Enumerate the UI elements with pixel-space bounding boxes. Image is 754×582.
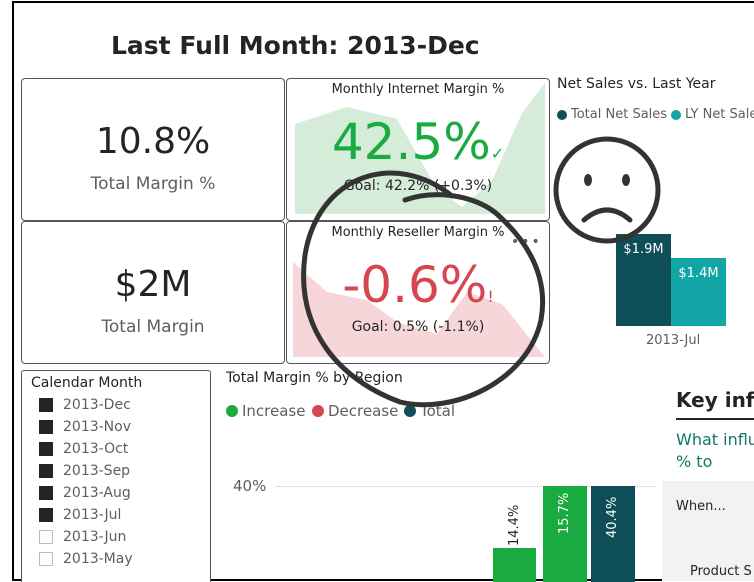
unchecked-checkbox-icon[interactable] <box>39 530 53 544</box>
slicer-item[interactable]: 2013-Oct <box>39 441 128 457</box>
legend-label: Decrease <box>328 402 399 420</box>
sad-face-icon <box>553 136 661 244</box>
influencer-category: Product S <box>690 564 752 579</box>
checked-checkbox-icon[interactable] <box>39 508 53 522</box>
legend-dot-icon <box>404 405 416 417</box>
legend-item[interactable]: Decrease <box>312 402 398 420</box>
influencer-panel <box>662 481 754 581</box>
slicer-item[interactable]: 2013-Nov <box>39 419 131 435</box>
legend-label: Total Net Sales <box>571 107 668 122</box>
legend-item[interactable]: Total <box>404 402 455 420</box>
kpi-reseller-margin[interactable]: Monthly Reseller Margin % ••• -0.6%! Goa… <box>286 221 550 364</box>
tab-underline <box>676 418 754 420</box>
card-total-margin-pct[interactable]: 10.8% Total Margin % <box>21 78 285 221</box>
bar-ly-net-sales[interactable]: $1.4M <box>671 258 726 326</box>
frame-border <box>12 1 754 3</box>
calendar-month-slicer: Calendar Month 2013-Dec 2013-Nov 2013-Oct 2… <box>21 370 211 582</box>
kpi-title: Monthly Internet Margin % <box>331 82 505 97</box>
slicer-item-label: 2013-Oct <box>63 441 129 457</box>
waterfall-bar[interactable] <box>543 486 587 582</box>
legend-label: Increase <box>242 402 306 420</box>
checked-checkbox-icon[interactable] <box>39 464 53 478</box>
slicer-item-label: 2013-Dec <box>63 397 131 413</box>
checked-checkbox-icon[interactable] <box>39 398 53 412</box>
legend-item[interactable]: Total Net Sales <box>557 107 667 122</box>
legend-dot-icon <box>557 109 567 120</box>
slicer-item-label: 2013-May <box>63 551 133 567</box>
waterfall-chart-title: Total Margin % by Region <box>226 370 403 386</box>
unchecked-checkbox-icon[interactable] <box>39 552 53 566</box>
page-title: Last Full Month: 2013-Dec <box>111 31 480 60</box>
y-tick-label: 40% <box>233 477 267 495</box>
slicer-item[interactable]: 2013-Aug <box>39 485 131 501</box>
legend-dot-icon <box>312 405 324 417</box>
kpi-goal: Goal: 0.5% (-1.1%) <box>351 319 485 335</box>
kpi-internet-margin[interactable]: Monthly Internet Margin % 42.5%✓ Goal: 4… <box>286 78 550 221</box>
key-influencers-title: Key influ <box>676 388 754 412</box>
slicer-title: Calendar Month <box>31 375 143 391</box>
slicer-item[interactable]: 2013-Jun <box>39 529 126 545</box>
checked-checkbox-icon[interactable] <box>39 420 53 434</box>
card-label: Total Margin <box>101 317 205 337</box>
legend-dot-icon <box>671 109 681 120</box>
legend-label: Total <box>420 402 456 420</box>
slicer-item-label: 2013-Jun <box>63 529 127 545</box>
card-total-margin[interactable]: $2M Total Margin <box>21 221 285 364</box>
kpi-goal: Goal: 42.2% (+0.3%) <box>343 178 493 194</box>
legend-item[interactable]: LY Net Sales <box>671 107 754 122</box>
key-influencers-question[interactable]: What influ <box>676 430 754 449</box>
net-sales-chart-title: Net Sales vs. Last Year <box>557 76 716 92</box>
more-options-icon[interactable]: ••• <box>511 234 542 250</box>
kpi-value: 42.5%✓ <box>287 113 549 171</box>
checked-checkbox-icon[interactable] <box>39 442 53 456</box>
frame-border <box>12 579 754 581</box>
checkmark-icon: ✓ <box>490 144 505 163</box>
slicer-item-label: 2013-Aug <box>63 485 131 501</box>
kpi-value-text: 42.5% <box>331 113 491 171</box>
data-label: 14.4% <box>507 504 522 546</box>
kpi-value-text: -0.6% <box>342 256 488 314</box>
card-value: 10.8% <box>95 121 211 162</box>
waterfall-bar[interactable] <box>493 548 536 582</box>
kpi-value: -0.6%! <box>287 256 549 314</box>
kpi-title: Monthly Reseller Margin % <box>331 225 505 240</box>
slicer-item-label: 2013-Jul <box>63 507 122 523</box>
slicer-item[interactable]: 2013-Sep <box>39 463 130 479</box>
legend-label: LY Net Sales <box>685 107 754 122</box>
data-label: 15.7% <box>557 492 572 534</box>
influencer-when-label: When... <box>676 499 726 514</box>
slicer-item[interactable]: 2013-Jul <box>39 507 121 523</box>
gridline <box>276 486 656 487</box>
exclamation-icon: ! <box>487 287 494 306</box>
x-tick-label: 2013-Jul <box>646 333 701 348</box>
key-influencers-question-cont[interactable]: % to <box>676 452 713 471</box>
slicer-item-label: 2013-Sep <box>63 463 131 479</box>
frame-border <box>12 1 14 581</box>
bar-total-net-sales[interactable]: $1.9M <box>616 233 671 326</box>
checked-checkbox-icon[interactable] <box>39 486 53 500</box>
slicer-item[interactable]: 2013-May <box>39 551 133 567</box>
data-label: 40.4% <box>605 496 620 538</box>
slicer-item-label: 2013-Nov <box>63 419 132 435</box>
data-label: $1.4M <box>678 266 719 282</box>
slicer-item[interactable]: 2013-Dec <box>39 397 131 413</box>
card-value: $2M <box>114 264 192 305</box>
data-label: $1.9M <box>623 241 664 257</box>
waterfall-bar[interactable] <box>591 486 635 582</box>
card-label: Total Margin % <box>90 174 216 194</box>
legend-item[interactable]: Increase <box>226 402 305 420</box>
legend-dot-icon <box>226 405 238 417</box>
